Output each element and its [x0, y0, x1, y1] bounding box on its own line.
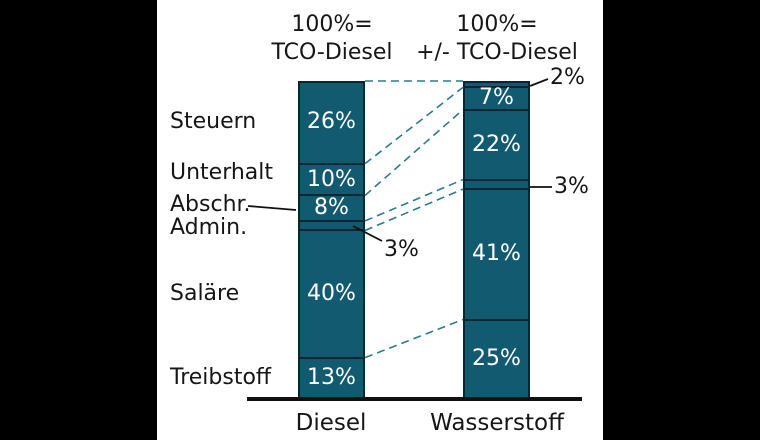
x-tick-label-diesel: Diesel: [295, 410, 367, 436]
segment-boundary-wasserstoff-1: [463, 86, 530, 89]
category-label-abschr: Abschr.: [170, 192, 251, 217]
category-label-treibstoff: Treibstoff: [170, 365, 272, 390]
wasserstoff-header-line2: +/- TCO-Diesel: [416, 40, 578, 65]
wasserstoff-header-line1: 100%=: [456, 12, 538, 37]
wasserstoff-steuern-callout-line: [529, 78, 549, 87]
diesel-admin-callout-label: 3%: [384, 237, 419, 262]
segment-label-wasserstoff-treibstoff: 25%: [472, 346, 521, 372]
category-label-unterhalt: Unterhalt: [170, 160, 274, 185]
connector-abschr: [364, 178, 464, 222]
segment-label-diesel-treibstoff: 13%: [307, 365, 356, 391]
diesel-bar-header: 100%= TCO-Diesel: [222, 11, 442, 67]
x-tick-label-wasserstoff: Wasserstoff: [430, 410, 564, 436]
segment-label-diesel-salre: 40%: [307, 281, 356, 307]
diesel-bar: 26% 10% 8% 40% 13%: [298, 81, 365, 399]
diesel-header-line1: 100%=: [291, 12, 373, 37]
segment-boundary-diesel-3: [298, 219, 365, 222]
wasserstoff-admin-callout-label: 3%: [554, 174, 589, 199]
connector-unterhalt: [364, 109, 464, 197]
category-label-steuern: Steuern: [170, 109, 257, 134]
wasserstoff-bar: 7% 22% 41% 25%: [463, 81, 530, 399]
segment-label-wasserstoff-salre: 41%: [472, 241, 521, 267]
connector-steuern: [364, 86, 464, 165]
segment-boundary-diesel-5: [298, 356, 365, 359]
segment-label-wasserstoff-abschr: 22%: [472, 131, 521, 157]
segment-boundary-wasserstoff-3: [463, 178, 530, 181]
segment-boundary-diesel-2: [298, 194, 365, 197]
connector-admin: [364, 188, 464, 232]
segment-boundary-wasserstoff-5: [463, 318, 530, 321]
category-label-salre: Saläre: [170, 281, 240, 306]
segment-label-diesel-steuern: 26%: [307, 109, 356, 135]
segment-label-diesel-abschr: 8%: [314, 195, 349, 221]
diesel-header-line2: TCO-Diesel: [271, 40, 393, 65]
chart-canvas: 100%= TCO-Diesel 100%= +/- TCO-Diesel St…: [157, 0, 603, 440]
abschr-callout-line: [247, 205, 297, 211]
category-label-admin: Admin.: [170, 215, 248, 240]
x-axis: [247, 397, 582, 401]
segment-boundary-wasserstoff-2: [463, 108, 530, 111]
segment-label-diesel-unterhalt: 10%: [307, 166, 356, 192]
segment-boundary-diesel-4: [298, 229, 365, 232]
wasserstoff-bar-header: 100%= +/- TCO-Diesel: [387, 11, 607, 67]
segment-label-wasserstoff-unterhalt: 7%: [479, 85, 514, 111]
segment-boundary-wasserstoff-4: [463, 188, 530, 191]
segment-boundary-diesel-1: [298, 162, 365, 165]
connector-salre: [364, 318, 464, 359]
wasserstoff-steuern-callout-label: 2%: [550, 65, 585, 90]
